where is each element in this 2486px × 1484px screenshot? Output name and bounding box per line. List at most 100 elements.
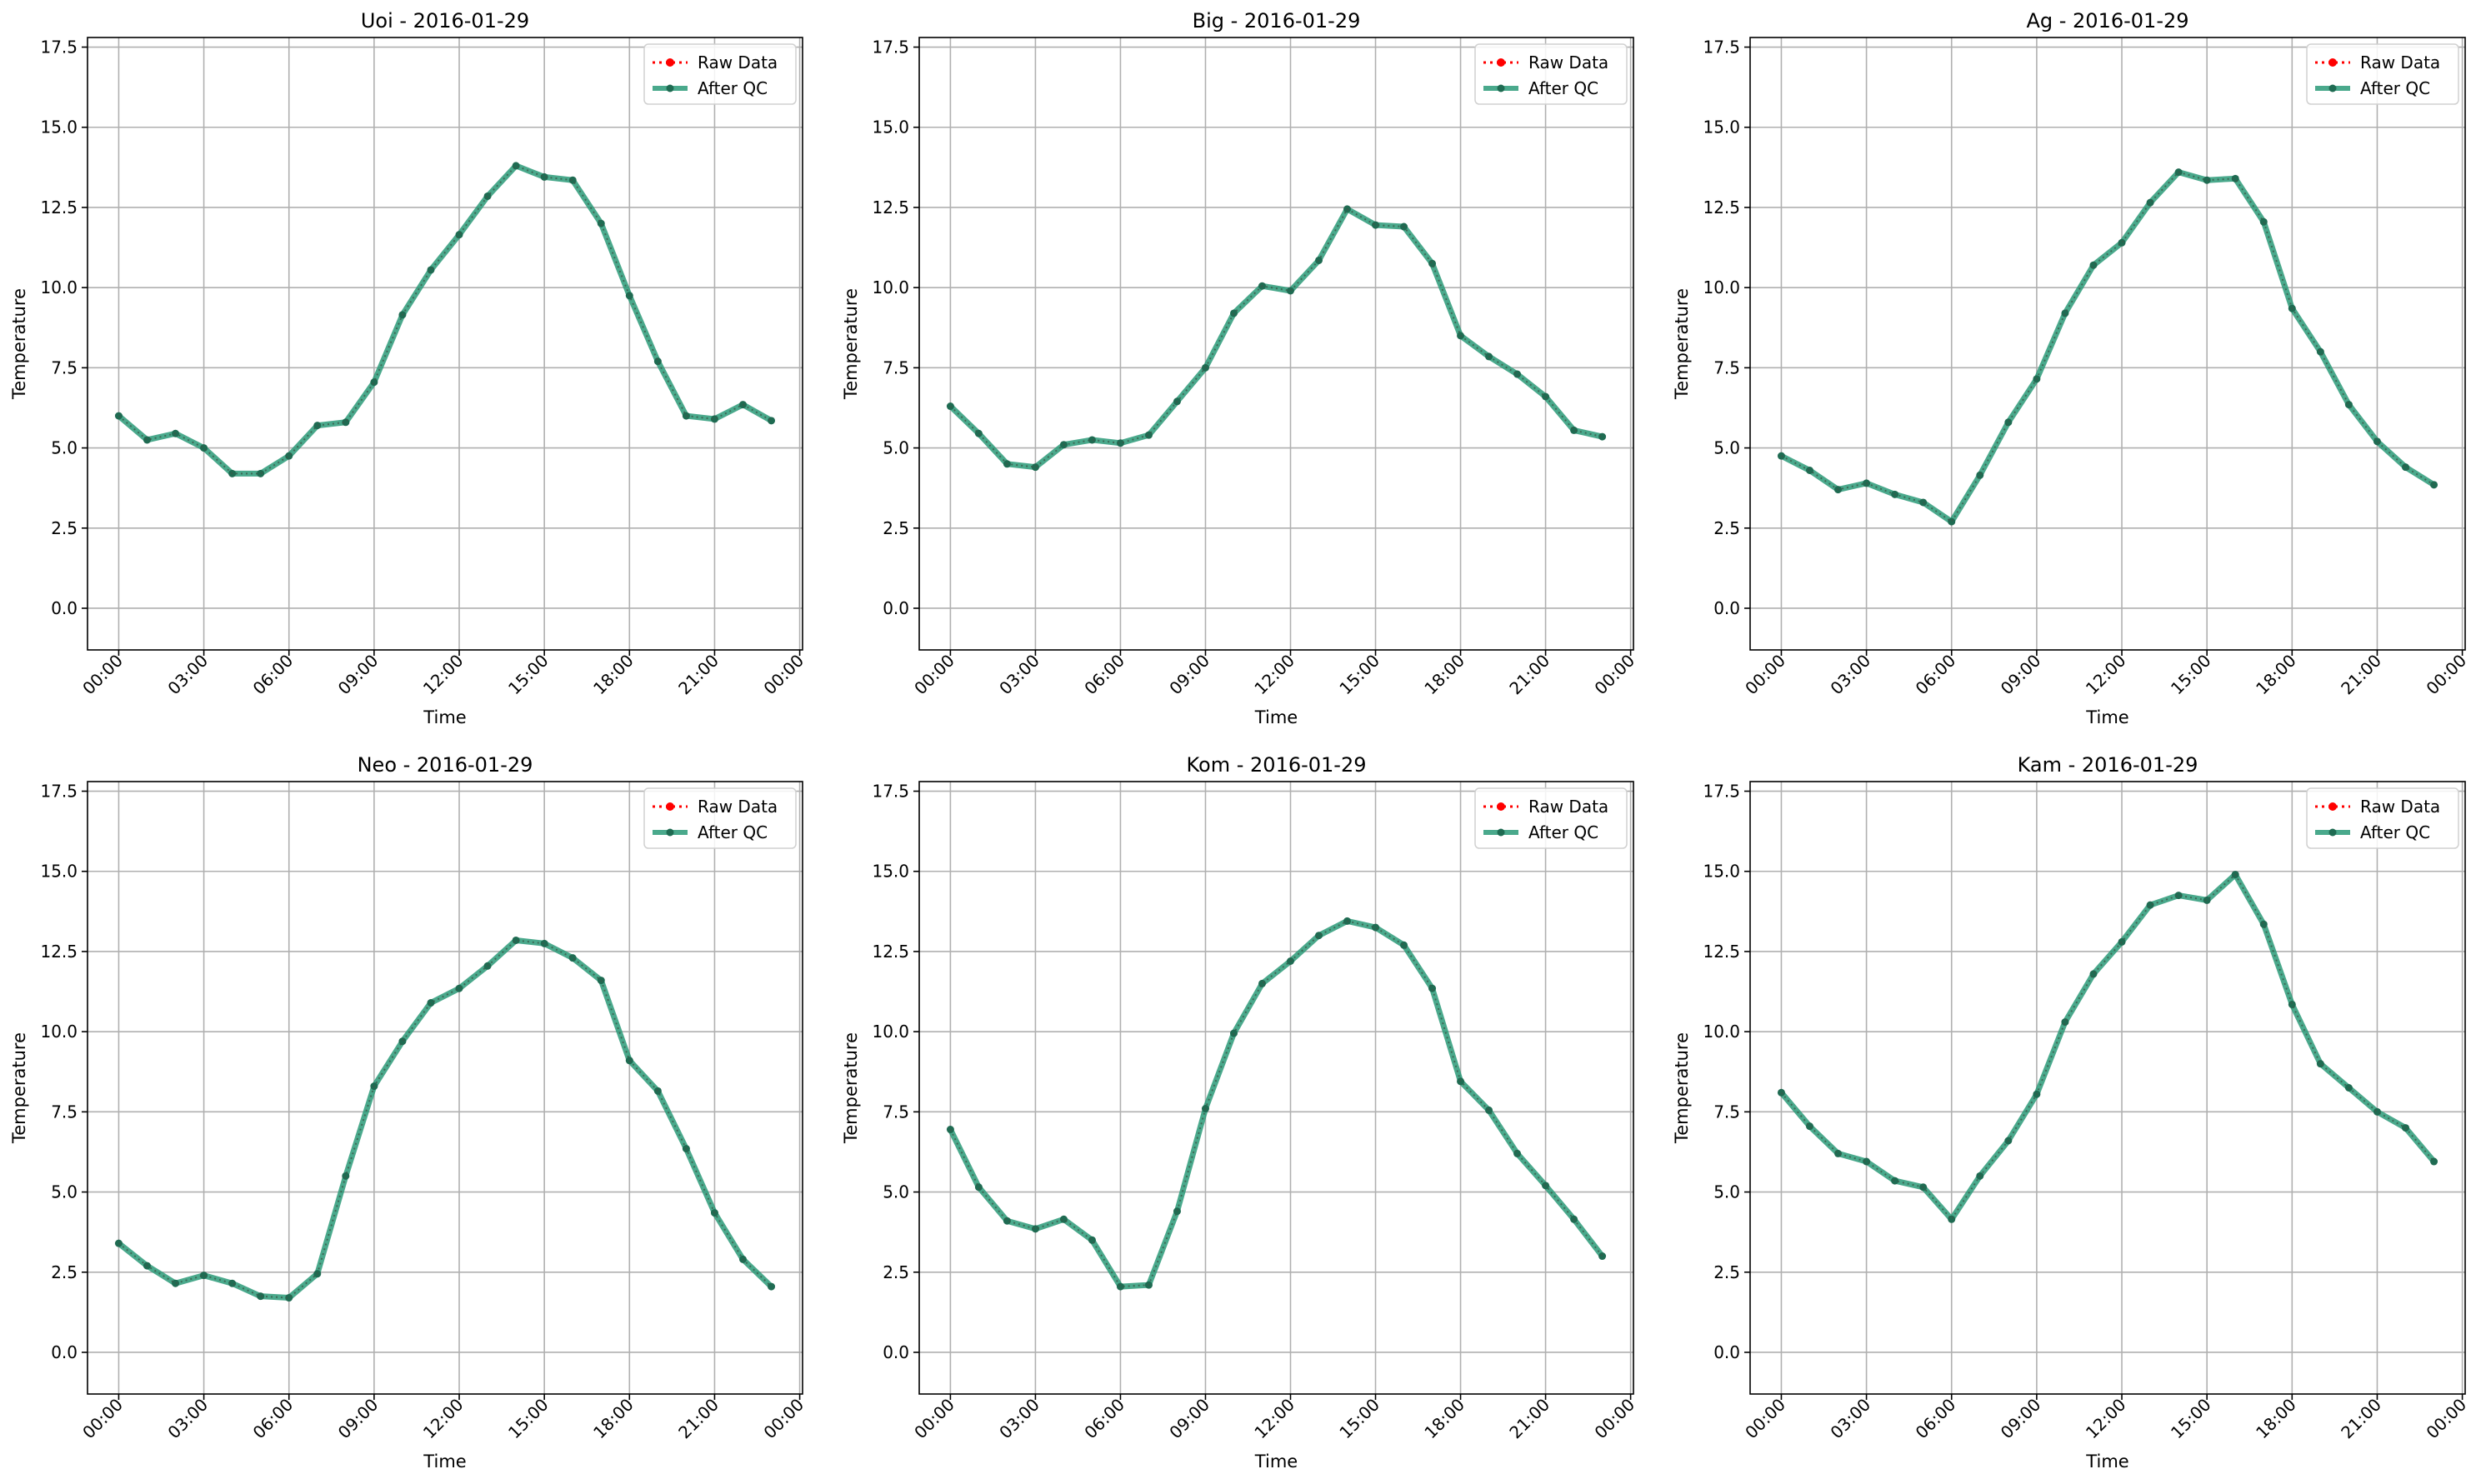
x-tick-label: 09:00 <box>334 1395 383 1443</box>
series-line-after-qc <box>948 917 1605 1290</box>
series-line-after-qc <box>117 162 773 477</box>
data-point-after-qc <box>1031 1225 1039 1233</box>
x-axis-label: Time <box>2085 1452 2128 1472</box>
series-line-after-qc <box>117 937 773 1302</box>
y-axis-label: Temperature <box>9 1032 29 1144</box>
data-point-after-qc <box>1031 463 1039 472</box>
data-point-after-qc <box>483 192 492 200</box>
legend-marker-after-qc <box>1497 828 1505 837</box>
x-tick-label: 21:00 <box>1505 1395 1553 1443</box>
legend-label-raw-data: Raw Data <box>698 797 778 817</box>
data-point-after-qc <box>1144 431 1153 439</box>
x-tick-label: 09:00 <box>334 651 383 699</box>
x-tick-label: 12:00 <box>419 1395 468 1443</box>
axes-frame <box>918 781 1634 1395</box>
y-tick-label: 17.5 <box>872 782 909 802</box>
x-tick-label: 00:00 <box>910 1395 958 1443</box>
data-point-after-qc <box>1088 436 1096 444</box>
data-point-after-qc <box>200 1272 208 1280</box>
data-point-after-qc <box>257 469 265 477</box>
x-tick-label: 18:00 <box>1420 1395 1468 1443</box>
y-tick-label: 7.5 <box>883 357 909 377</box>
data-point-after-qc <box>2118 937 2126 946</box>
x-tick-label: 00:00 <box>759 651 808 699</box>
x-tick-label: 12:00 <box>1250 651 1298 699</box>
data-point-after-qc <box>768 417 776 425</box>
x-tick-label: 18:00 <box>589 651 638 699</box>
legend-label-after-qc: After QC <box>698 822 768 842</box>
data-point-after-qc <box>974 1183 983 1192</box>
x-tick-label: 00:00 <box>1741 651 1789 699</box>
y-tick-label: 0.0 <box>1713 1342 1740 1362</box>
x-tick-label: 00:00 <box>2422 1395 2470 1443</box>
x-tick-label: 00:00 <box>2422 651 2470 699</box>
data-point-after-qc <box>455 984 463 992</box>
data-point-after-qc <box>2089 261 2098 269</box>
data-point-after-qc <box>1088 1236 1096 1244</box>
data-point-after-qc <box>427 999 435 1007</box>
x-axis-label: Time <box>423 707 466 727</box>
y-tick-label: 15.0 <box>40 117 78 137</box>
data-point-after-qc <box>2373 1107 2381 1116</box>
data-point-after-qc <box>2203 896 2211 904</box>
legend-label-raw-data: Raw Data <box>2360 797 2440 817</box>
chart-title: Ag - 2016-01-29 <box>2026 9 2188 32</box>
data-point-after-qc <box>1948 517 1956 526</box>
data-point-after-qc <box>2288 1000 2296 1008</box>
data-point-after-qc <box>540 939 548 947</box>
data-point-after-qc <box>342 1172 350 1180</box>
x-tick-label: 06:00 <box>1912 651 1960 699</box>
series-line-after-qc <box>948 206 1603 471</box>
x-tick-label: 00:00 <box>78 651 127 699</box>
x-tick-label: 06:00 <box>1080 651 1128 699</box>
x-tick-label: 12:00 <box>2082 1395 2130 1443</box>
x-tick-label: 00:00 <box>1590 651 1638 699</box>
x-tick-label: 03:00 <box>163 651 212 699</box>
data-point-after-qc <box>2402 463 2409 472</box>
data-point-after-qc <box>974 429 983 437</box>
x-tick-label: 12:00 <box>1250 1395 1298 1443</box>
data-point-after-qc <box>2316 347 2324 356</box>
y-tick-label: 2.5 <box>883 1262 909 1282</box>
y-tick-label: 12.5 <box>1703 197 1740 217</box>
x-tick-label: 21:00 <box>1505 651 1553 699</box>
data-point-after-qc <box>1372 923 1380 932</box>
legend-label-after-qc: After QC <box>698 78 768 98</box>
y-tick-label: 15.0 <box>1703 862 1740 882</box>
axes-frame <box>1749 37 2466 651</box>
x-tick-label: 03:00 <box>1826 651 1874 699</box>
x-tick-label: 09:00 <box>1165 1395 1213 1443</box>
data-point-after-qc <box>1287 287 1295 295</box>
legend-label-raw-data: Raw Data <box>2360 52 2440 72</box>
legend-marker-after-qc <box>666 84 674 92</box>
data-point-after-qc <box>285 452 293 460</box>
data-point-after-qc <box>2174 892 2183 900</box>
data-point-after-qc <box>2089 970 2098 978</box>
y-tick-label: 5.0 <box>883 438 909 458</box>
series-line-raw-data <box>949 920 1603 1288</box>
legend-marker-raw-data <box>666 802 674 811</box>
y-axis-label: Temperature <box>1672 288 1692 400</box>
y-axis-label: Temperature <box>841 1032 861 1144</box>
x-tick-label: 03:00 <box>995 651 1043 699</box>
x-tick-label: 00:00 <box>1741 1395 1789 1443</box>
data-point-after-qc <box>1891 1177 1899 1185</box>
y-tick-label: 5.0 <box>1713 1182 1740 1202</box>
axes-frame <box>1749 781 2466 1395</box>
y-axis-label: Temperature <box>841 288 861 400</box>
data-point-after-qc <box>540 172 548 181</box>
x-tick-label: 00:00 <box>910 651 958 699</box>
x-tick-label: 09:00 <box>1997 651 2045 699</box>
data-point-after-qc <box>2316 1060 2324 1068</box>
legend-marker-after-qc <box>1497 84 1505 92</box>
legend-label-raw-data: Raw Data <box>1528 797 1608 817</box>
x-tick-label: 18:00 <box>2252 1395 2300 1443</box>
legend-label-after-qc: After QC <box>2360 822 2430 842</box>
y-axis-label: Temperature <box>1672 1032 1692 1144</box>
legend-marker-raw-data <box>1497 58 1505 67</box>
y-tick-label: 10.0 <box>40 277 78 297</box>
data-point-after-qc <box>1116 1282 1124 1291</box>
data-point-after-qc <box>512 162 520 170</box>
x-tick-label: 09:00 <box>1165 651 1213 699</box>
y-tick-label: 17.5 <box>40 782 78 802</box>
